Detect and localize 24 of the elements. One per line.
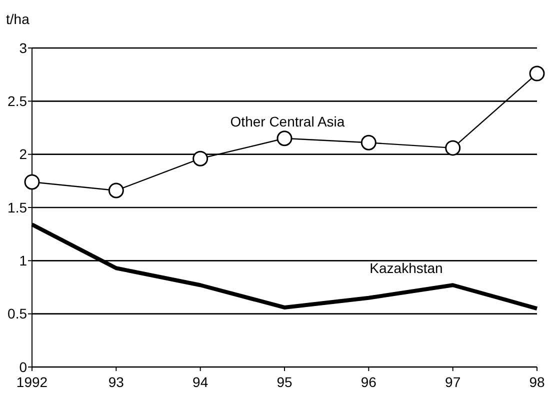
point [529, 66, 545, 82]
x-tick-label: 94 [192, 374, 208, 390]
x-tick-label: 1992 [16, 374, 48, 390]
y-tick-label: 0 [19, 358, 28, 375]
y-tick-label: 1 [19, 252, 28, 269]
series-label: Other Central Asia [230, 113, 345, 130]
y-tick-label: 1.5 [8, 199, 28, 216]
point [24, 174, 40, 190]
point [108, 182, 124, 198]
x-tick-label: 93 [108, 374, 124, 390]
point [276, 130, 292, 146]
x-tick-label: 98 [529, 374, 545, 390]
y-axis-title: t/ha [6, 11, 30, 27]
point [192, 150, 208, 166]
point [445, 140, 461, 156]
point [360, 134, 376, 150]
y-tick-label: 3 [19, 40, 28, 56]
y-tick-label: 2 [19, 146, 28, 162]
x-tick-label: 97 [445, 374, 461, 390]
series-label: Kazakhstan [370, 260, 443, 276]
x-tick-label: 95 [276, 374, 292, 390]
y-tick-label: 0.5 [8, 306, 28, 322]
y-tick-label: 2.5 [8, 93, 28, 110]
x-tick-label: 96 [360, 374, 377, 390]
